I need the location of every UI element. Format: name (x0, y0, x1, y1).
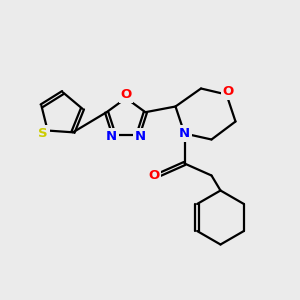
Text: N: N (106, 130, 117, 143)
Text: O: O (120, 88, 132, 101)
Text: N: N (135, 130, 146, 143)
Text: S: S (38, 127, 48, 140)
Text: O: O (222, 85, 234, 98)
Text: O: O (148, 169, 160, 182)
Text: N: N (179, 127, 190, 140)
